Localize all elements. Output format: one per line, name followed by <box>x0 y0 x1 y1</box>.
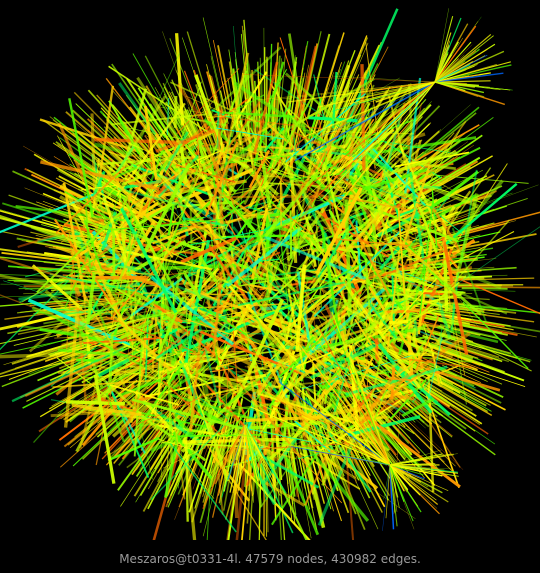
hub-fan-layer <box>208 8 513 531</box>
graph-caption: Meszaros@t0331-4l. 47579 nodes, 430982 e… <box>119 552 421 566</box>
graph-visualization <box>0 8 540 540</box>
